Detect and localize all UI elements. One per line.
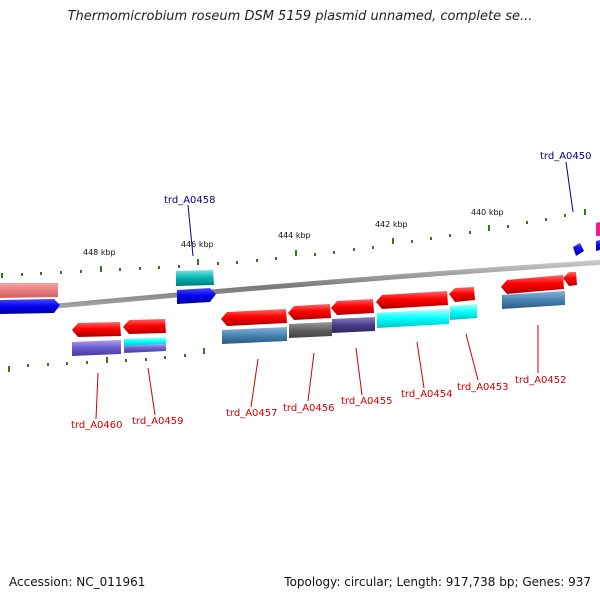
cog-feature[interactable] (502, 291, 565, 309)
cog-feature[interactable] (332, 317, 375, 333)
scale-label-440: 440 kbp (471, 208, 504, 217)
gene-label-trd-A0459[interactable]: trd_A0459 (132, 416, 184, 427)
gene-feature[interactable] (176, 270, 214, 286)
gene-label-trd-A0456[interactable]: trd_A0456 (283, 403, 335, 414)
gene-feature[interactable] (573, 243, 584, 256)
gene-feature[interactable] (177, 288, 216, 304)
gene-label-trd-A0455[interactable]: trd_A0455 (341, 396, 393, 407)
gene-trd-A0459[interactable] (123, 319, 166, 334)
cog-feature[interactable] (377, 309, 449, 328)
gene-trd-A0453[interactable] (449, 287, 475, 302)
accession-text: Accession: NC_011961 (9, 575, 146, 589)
gene-trd-A0457[interactable] (221, 309, 287, 326)
gene-feature[interactable] (596, 240, 600, 251)
map-summary-text: Topology: circular; Length: 917,738 bp; … (284, 575, 591, 589)
gene-label-trd-A0452[interactable]: trd_A0452 (515, 375, 567, 386)
scale-label-446: 446 kbp (181, 240, 214, 249)
cog-feature[interactable] (124, 344, 166, 353)
label-leaders (95, 161, 574, 420)
gene-trd-A0454[interactable] (376, 291, 448, 309)
cog-feature[interactable] (222, 327, 287, 344)
scale-label-448: 448 kbp (83, 248, 116, 257)
map-title: Thermomicrobium roseum DSM 5159 plasmid … (67, 9, 533, 24)
gene-label-trd-A0450[interactable]: trd_A0450 (540, 151, 592, 162)
gene-label-trd-A0460[interactable]: trd_A0460 (71, 420, 123, 431)
forward-features (0, 222, 600, 298)
reverse-features-blue (0, 288, 216, 314)
red-gene-row (72, 272, 577, 337)
gene-trd-A0456[interactable] (288, 304, 331, 320)
cog-feature[interactable] (450, 304, 477, 320)
gene-feature[interactable] (0, 283, 58, 298)
inner-tick-ring (8, 348, 205, 372)
gene-trd-A0455[interactable] (331, 299, 374, 315)
cog-feature[interactable] (72, 340, 121, 356)
gene-trd-A0460[interactable] (72, 322, 121, 337)
cog-feature[interactable] (289, 322, 332, 338)
gene-label-trd-A0457[interactable]: trd_A0457 (226, 408, 278, 419)
gene-label-trd-A0458[interactable]: trd_A0458 (164, 195, 216, 206)
gene-trd-A0451[interactable] (563, 272, 577, 286)
scale-label-442: 442 kbp (375, 220, 408, 229)
gene-trd-A0452[interactable] (501, 275, 564, 294)
outer-tick-ring (1, 209, 586, 278)
gene-feature[interactable] (0, 299, 60, 314)
plasmid-backbone (0, 259, 600, 315)
gene-label-trd-A0453[interactable]: trd_A0453 (457, 382, 509, 393)
cog-feature[interactable] (124, 337, 166, 346)
gene-label-trd-A0454[interactable]: trd_A0454 (401, 389, 453, 400)
gene-feature[interactable] (596, 222, 600, 236)
scale-label-444: 444 kbp (278, 231, 311, 240)
cog-color-row (72, 291, 565, 356)
